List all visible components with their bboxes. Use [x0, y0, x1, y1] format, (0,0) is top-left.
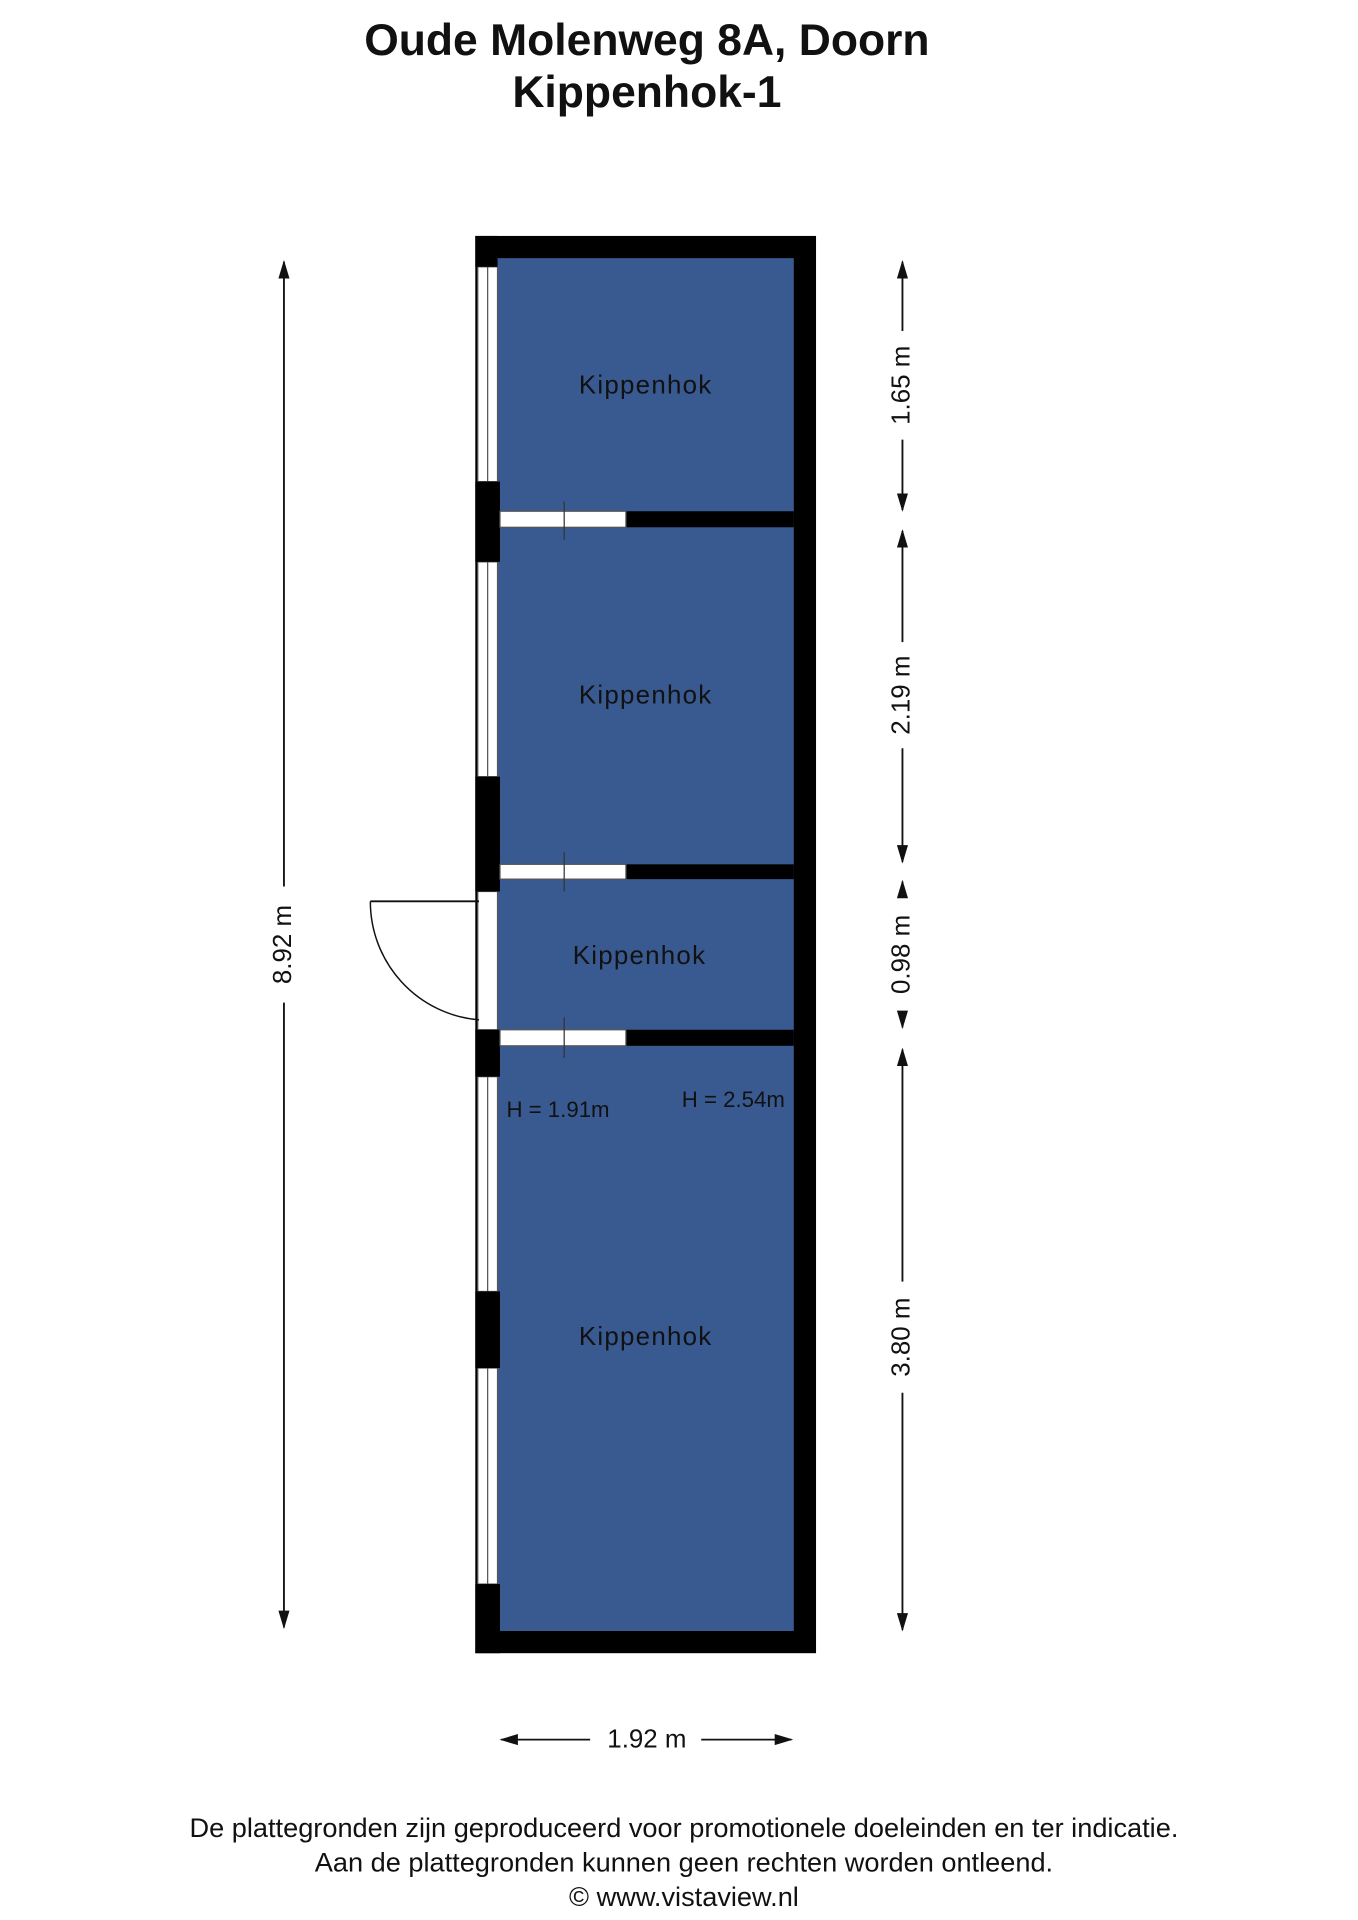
room-label: Kippenhok [579, 371, 713, 399]
building [369, 235, 817, 1654]
footer-text: De plattegronden zijn geproduceerd voor … [190, 1812, 1179, 1843]
dimension-label: 3.80 m [887, 1298, 915, 1377]
room-label: Kippenhok [579, 1323, 713, 1351]
dimension-lines [278, 260, 909, 1746]
room-label: Kippenhok [579, 681, 713, 709]
dimension-label: 8.92 m [269, 905, 297, 984]
room-label: Kippenhok [573, 942, 707, 970]
footer-text: Aan de plattegronden kunnen geen rechten… [315, 1846, 1053, 1877]
dimension-label: 1.92 m [607, 1726, 686, 1754]
title: Oude Molenweg 8A, Doorn [364, 16, 929, 65]
dimension-label: 0.98 m [887, 915, 915, 994]
footer-text: © www.vistaview.nl [569, 1881, 799, 1912]
dimension-label: 2.19 m [887, 656, 915, 735]
subtitle: Kippenhok-1 [512, 68, 781, 117]
height-label: H = 1.91m [506, 1097, 609, 1122]
dimension-label: 1.65 m [887, 346, 915, 425]
height-label: H = 2.54m [682, 1087, 785, 1112]
